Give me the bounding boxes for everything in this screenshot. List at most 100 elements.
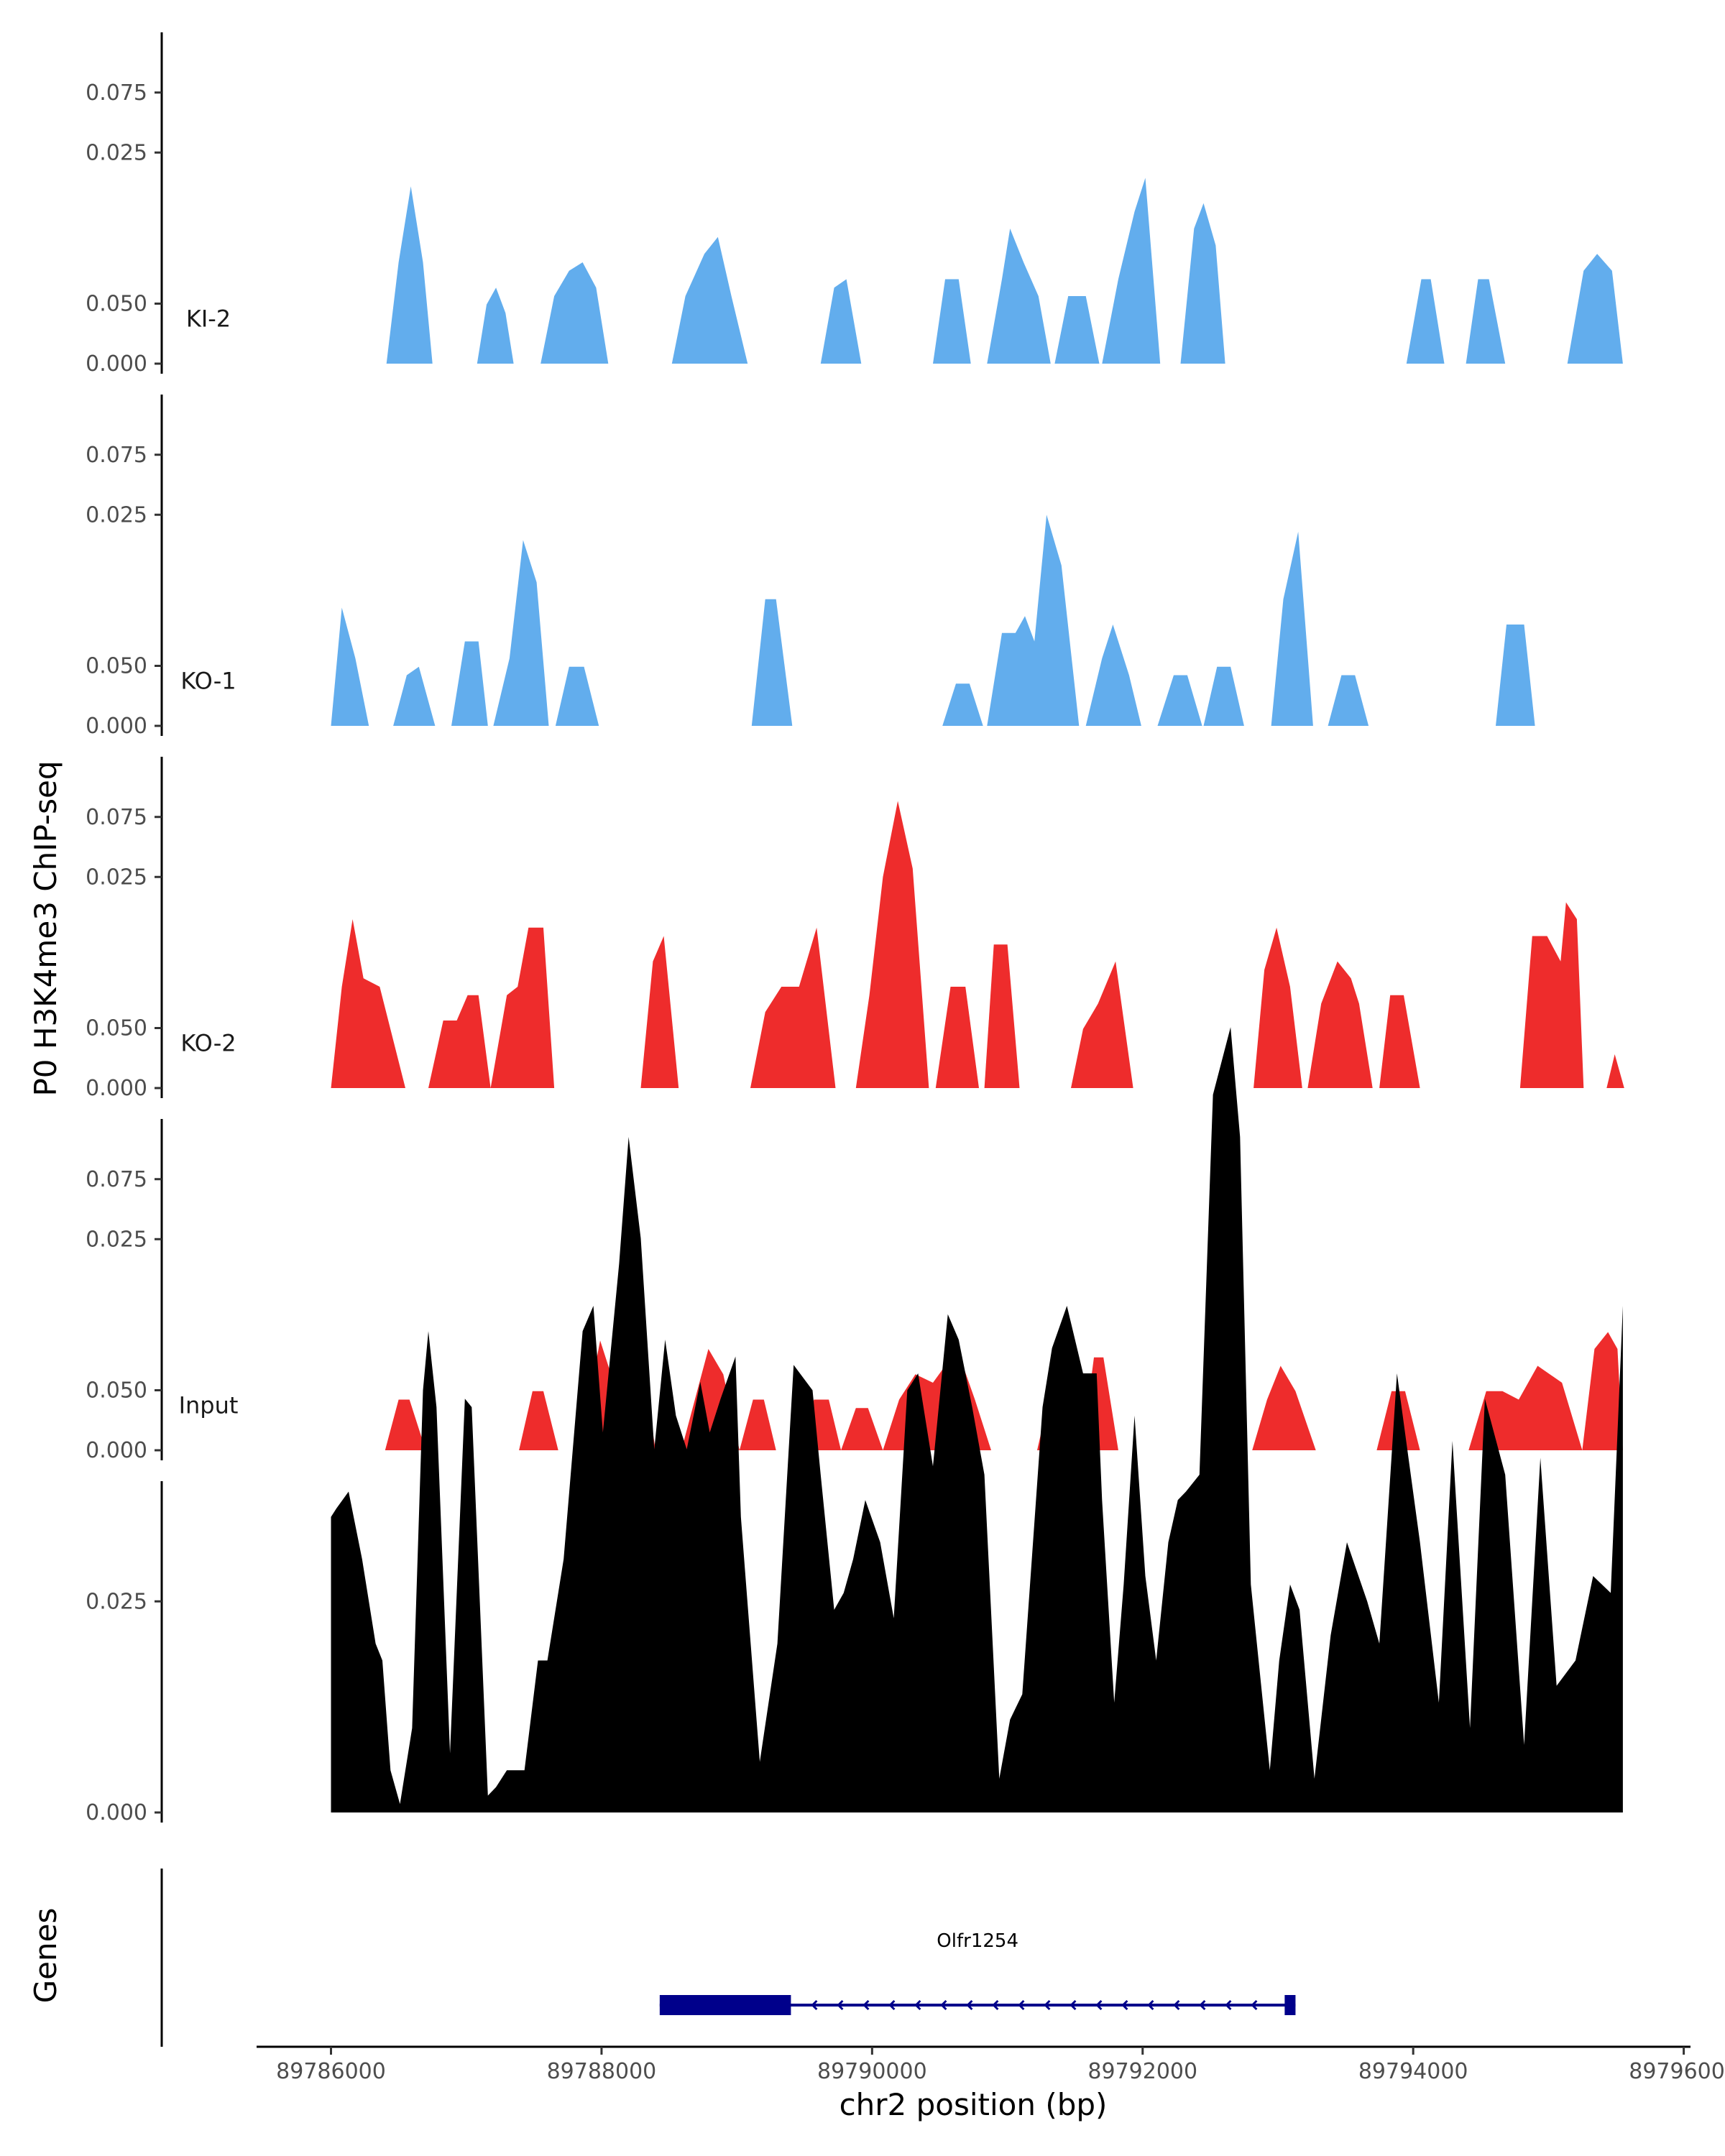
y-tick-label: 0.050 (86, 1378, 147, 1404)
peak (942, 683, 983, 726)
peak (671, 236, 748, 364)
strand-arrow-icon (1018, 1999, 1025, 2011)
peak (555, 666, 599, 726)
peak (385, 1399, 426, 1450)
track-ki-2: 0.000 0.025 0.050 0.075 KI-2 (86, 80, 1535, 739)
peak (1466, 279, 1506, 364)
y-tick-label: 0.025 (86, 502, 147, 528)
strand-arrow-icon (888, 1999, 896, 2011)
peak (935, 987, 979, 1088)
peak (750, 927, 836, 1088)
track-label-ko-1: KO-1 (180, 668, 236, 695)
peak (1519, 902, 1584, 1088)
peak (1307, 961, 1373, 1088)
peak (386, 186, 433, 364)
peak (393, 666, 436, 726)
peak (820, 279, 862, 364)
gene-exon-block (659, 1995, 791, 2015)
peak (933, 279, 971, 364)
track-label-ko-2: KO-2 (180, 1030, 236, 1057)
peak (490, 927, 555, 1088)
peak (1254, 927, 1302, 1088)
track-input: 0.000 0.025 0.050 0.075 Input (86, 1027, 1623, 1825)
y-tick-label: 0.075 (86, 443, 147, 468)
strand-arrow-icon (1251, 1999, 1258, 2011)
peak (987, 515, 1080, 726)
y-axis-title: P0 H3K4me3 ChIP-seq (28, 760, 63, 1096)
strand-arrow-icon (966, 1999, 973, 2011)
y-tick-label: 0.025 (86, 1227, 147, 1252)
input-coverage-area (331, 1027, 1623, 1812)
peak (451, 641, 488, 726)
strand-arrow-icon (1044, 1999, 1051, 2011)
y-tick-label: 0.075 (86, 80, 147, 106)
x-tick-label: 89790000 (817, 2059, 927, 2084)
y-tick-label: 0.025 (86, 1589, 147, 1614)
strand-arrow-icon (940, 1999, 947, 2011)
coverage-tracks: 0.0000.0250.0500.075KI-10.0000.0250.0500… (86, 32, 1624, 1825)
x-tick-label: 89792000 (1087, 2059, 1197, 2084)
x-axis: 89786000 89788000 89790000 89792000 89794000… (257, 2045, 1725, 2084)
strand-arrow-icon (1225, 1999, 1232, 2011)
peak (493, 540, 549, 726)
peak (640, 936, 679, 1088)
peak (739, 1399, 776, 1450)
strand-arrow-icon (992, 1999, 999, 2011)
gene-panel: Genes Olfr1254 (28, 1869, 1296, 2047)
peak (1085, 625, 1141, 726)
peak (519, 1391, 558, 1450)
peak (1582, 1332, 1623, 1450)
y-tick-label: 0.075 (86, 1167, 147, 1192)
peak (540, 262, 609, 364)
track-label-input: Input (179, 1392, 239, 1419)
gene-olfr1254: Olfr1254 (659, 1930, 1296, 2015)
x-axis-title: chr2 position (bp) (840, 2087, 1108, 2122)
track-label-ki-2: KI-2 (186, 305, 231, 333)
y-tick-label: 0.000 (86, 714, 147, 739)
peak (331, 919, 405, 1088)
track-ko-1: 0.000 0.025 0.050 0.075 KO-1 (86, 443, 1624, 1101)
strand-arrow-icon (1147, 1999, 1154, 2011)
gene-exon-block (1284, 1995, 1296, 2015)
peak (1567, 254, 1623, 364)
strand-arrow-icon (1095, 1999, 1103, 2011)
peak (1071, 961, 1133, 1088)
strand-arrow-icon (862, 1999, 870, 2011)
y-tick-label: 0.050 (86, 292, 147, 317)
track-ko-2: 0.000 0.025 0.050 0.075 KO-2 (86, 805, 1623, 1463)
strand-arrow-icon (1173, 1999, 1180, 2011)
peak (1054, 296, 1100, 364)
peak (1468, 1365, 1583, 1450)
peak (1203, 666, 1244, 726)
peak (1606, 1054, 1624, 1088)
peak (1252, 1365, 1316, 1450)
y-tick-label: 0.075 (86, 805, 147, 830)
peak (841, 1408, 883, 1450)
y-tick-label: 0.025 (86, 865, 147, 890)
peak (987, 229, 1051, 364)
x-tick-label: 89788000 (547, 2059, 657, 2084)
peak (1157, 675, 1202, 726)
peak (1379, 995, 1420, 1088)
y-tick-label: 0.050 (86, 654, 147, 679)
genes-axis-title: Genes (28, 1908, 63, 2004)
peak (1496, 625, 1535, 726)
y-tick-label: 0.000 (86, 1076, 147, 1101)
y-tick-label: 0.050 (86, 1016, 147, 1041)
peak (477, 287, 514, 364)
strand-arrow-icon (1121, 1999, 1128, 2011)
peak (428, 995, 491, 1088)
y-tick-label: 0.000 (86, 1438, 147, 1463)
y-tick-label: 0.025 (86, 140, 147, 165)
x-tick-label: 89794000 (1358, 2059, 1468, 2084)
x-tick-label: 89786000 (276, 2059, 386, 2084)
peak (751, 599, 793, 726)
strand-arrow-icon (1199, 1999, 1206, 2011)
peak (1406, 279, 1445, 364)
strand-arrow-icon (1070, 1999, 1077, 2011)
x-tick-label: 89796000 (1629, 2059, 1725, 2084)
peak (1102, 178, 1161, 364)
gene-name-label: Olfr1254 (937, 1930, 1018, 1952)
